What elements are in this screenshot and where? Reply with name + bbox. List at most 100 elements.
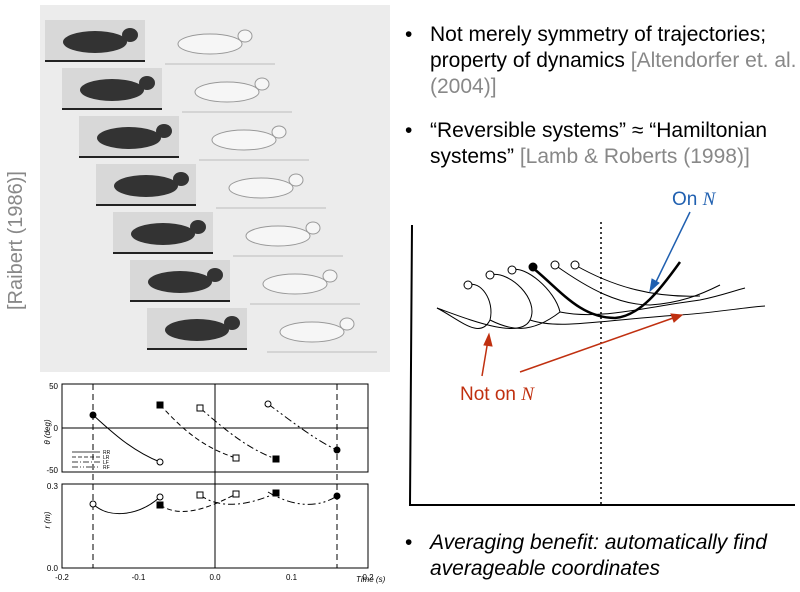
marker [156,458,164,466]
dark-cat-head [122,28,138,42]
dark-cat-head [224,316,240,330]
bullet-dot: • [405,531,413,554]
bullet-text: Averaging benefit: automatically find av… [430,530,800,582]
marker [272,455,280,463]
tick-label: 0.3 [47,482,59,491]
tick-label: -50 [46,466,58,475]
light-cat-head [271,125,287,139]
arrowhead [483,332,493,347]
marker [550,260,560,270]
tick-label: 0 [54,424,59,433]
label-text: Not on [460,384,516,405]
legend-label: LR [103,455,110,461]
tick-label: 0.1 [286,573,298,582]
curve [199,492,277,505]
marker [232,490,240,498]
legend-label: LF [103,460,109,466]
curve [267,403,338,451]
light-cat [211,129,277,151]
arrow [481,339,489,377]
marker [333,492,341,500]
axis-label: r (m) [43,511,52,528]
marker [89,500,97,508]
text: Not merely symmetry of trajectories; pro… [430,23,767,72]
dark-cat [165,319,229,341]
text: “Reversible systems” ≈ “Hamiltonian syst… [430,119,768,168]
light-cat [262,273,328,295]
arrow [653,211,691,287]
on-label: On N [672,189,717,210]
dark-cat-head [139,76,155,90]
label-text: On [672,189,697,210]
marker [272,489,280,497]
light-cat [245,225,311,247]
curve [199,407,277,460]
tick-label: -0.2 [55,573,69,582]
curve [159,404,237,459]
side-citation: [Raibert (1986)] [5,171,27,310]
curve-on-n [532,261,682,320]
symbol: N [702,189,717,210]
arrowhead [649,278,660,293]
curve [92,496,161,515]
curve [436,283,492,329]
light-cat-head [254,77,270,91]
curve [529,305,766,325]
axes [408,224,795,506]
light-cat [177,33,243,55]
marker [485,270,495,280]
marker [507,265,517,275]
dark-cat [80,79,144,101]
curve [436,274,533,329]
marker [156,401,164,409]
citation: [Lamb & Roberts (1998)] [519,145,750,168]
legend-label: RR [103,450,111,456]
dark-cat-head [156,124,172,138]
marker [463,280,473,290]
light-cat [194,81,260,103]
gait-plot [61,383,369,569]
curve [489,268,561,329]
axis-label: θ (deg) [43,419,52,445]
light-cat-head [288,173,304,187]
tick-label: 0.0 [209,573,221,582]
marker [156,493,164,501]
bullet-dot: • [405,119,413,142]
light-cat [279,321,345,343]
marker [232,454,240,462]
light-cat-head [339,317,355,331]
cat-sequence [45,20,377,353]
marker [156,501,164,509]
tick-label: 0.2 [362,573,374,582]
marker [333,446,341,454]
marker [89,411,97,419]
diagram [408,211,795,506]
axis-label: Time (s) [356,575,386,584]
light-cat-head [237,29,253,43]
tick-label: 0.0 [47,564,59,573]
dark-cat [97,127,161,149]
marker [264,400,272,408]
curve [574,264,701,297]
curve [554,264,721,306]
bullet-text: “Reversible systems” ≈ “Hamiltonian syst… [430,118,800,170]
marker [196,491,204,499]
marker [196,404,204,412]
bullet-text: Not merely symmetry of trajectories; pro… [430,22,800,100]
arrow [519,316,677,373]
tick-label: 50 [49,382,58,391]
symbol: N [520,384,535,405]
curve [92,414,161,463]
dark-cat [63,31,127,53]
off-label: Not on N [460,384,535,405]
light-cat-head [305,221,321,235]
dark-cat [131,223,195,245]
light-cat-head [322,269,338,283]
arrowhead [670,313,684,323]
bullet-dot: • [405,23,413,46]
dark-cat-head [190,220,206,234]
text: Averaging benefit: automatically find av… [430,531,767,580]
curve [159,493,237,512]
